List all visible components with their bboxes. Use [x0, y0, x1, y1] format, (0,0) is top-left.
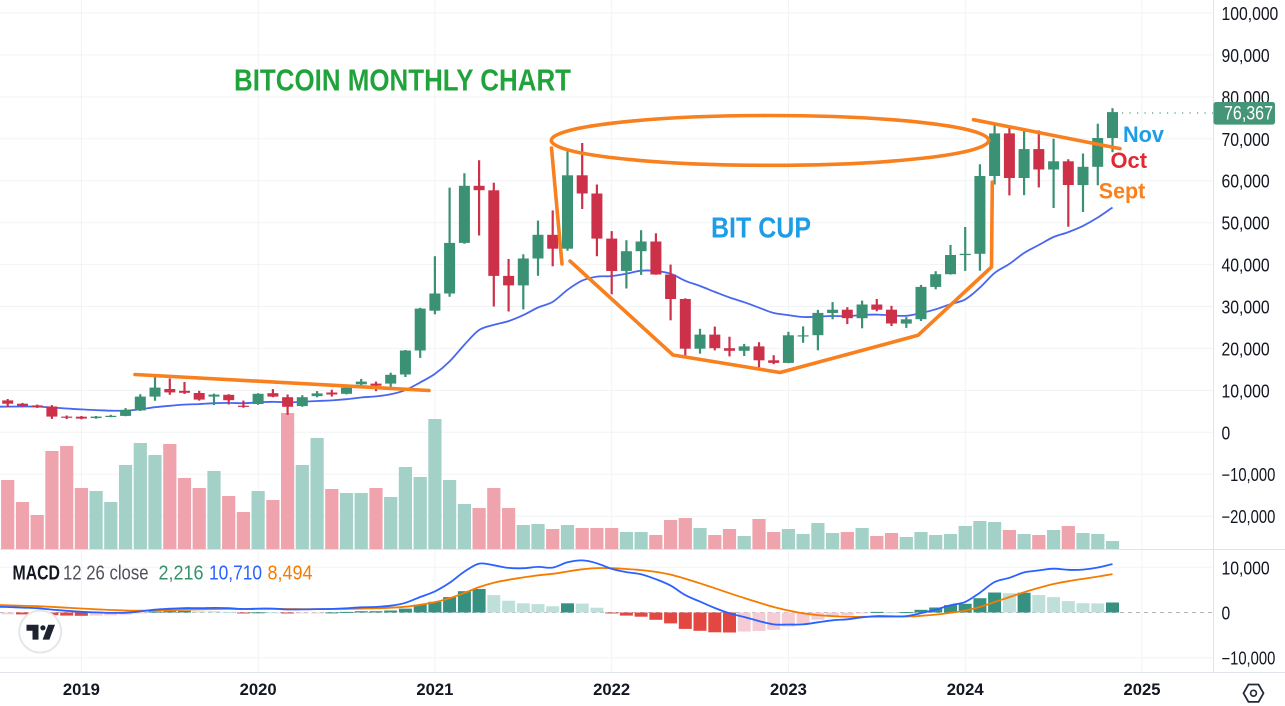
svg-text:2024: 2024	[947, 680, 985, 699]
svg-text:20,000: 20,000	[1222, 339, 1270, 359]
svg-text:10,000: 10,000	[1222, 558, 1270, 578]
svg-text:−10,000: −10,000	[1222, 465, 1276, 485]
svg-text:70,000: 70,000	[1222, 130, 1270, 150]
svg-text:Sept: Sept	[1099, 179, 1146, 204]
svg-text:10,710: 10,710	[209, 562, 262, 585]
svg-text:Oct: Oct	[1111, 148, 1148, 173]
svg-text:90,000: 90,000	[1222, 46, 1270, 66]
svg-text:−10,000: −10,000	[1222, 649, 1276, 669]
svg-text:0: 0	[1222, 604, 1231, 624]
svg-text:12 26 close: 12 26 close	[63, 562, 149, 585]
svg-text:40,000: 40,000	[1222, 256, 1270, 276]
svg-text:2025: 2025	[1123, 680, 1160, 699]
svg-text:2022: 2022	[593, 680, 630, 699]
svg-text:BITCOIN MONTHLY CHART: BITCOIN MONTHLY CHART	[234, 63, 571, 98]
svg-text:Nov: Nov	[1123, 122, 1165, 147]
svg-text:MACD: MACD	[13, 562, 61, 585]
svg-text:50,000: 50,000	[1222, 214, 1270, 234]
svg-text:BIT CUP: BIT CUP	[711, 213, 811, 245]
svg-text:10,000: 10,000	[1222, 381, 1270, 401]
svg-text:8,494: 8,494	[268, 562, 313, 585]
svg-text:2020: 2020	[240, 680, 277, 699]
svg-text:2019: 2019	[63, 680, 100, 699]
svg-text:2023: 2023	[770, 680, 807, 699]
svg-text:−20,000: −20,000	[1222, 507, 1276, 527]
svg-text:2021: 2021	[416, 680, 453, 699]
svg-text:30,000: 30,000	[1222, 298, 1270, 318]
svg-text:60,000: 60,000	[1222, 172, 1270, 192]
svg-text:76,367: 76,367	[1224, 104, 1273, 125]
svg-text:100,000: 100,000	[1222, 4, 1279, 24]
svg-text:2,216: 2,216	[159, 562, 204, 585]
svg-text:0: 0	[1222, 423, 1231, 443]
